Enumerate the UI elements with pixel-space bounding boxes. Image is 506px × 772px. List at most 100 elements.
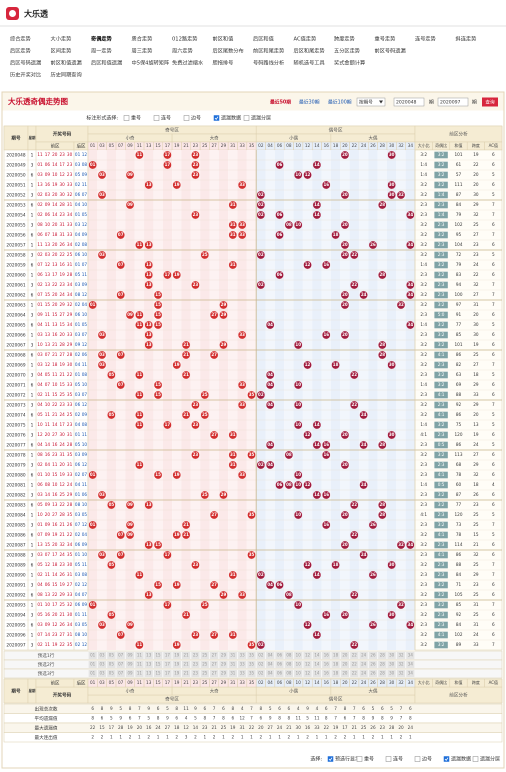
preselect-number[interactable]: 07 [118, 653, 124, 658]
preselect-cell[interactable] [219, 661, 228, 668]
preselect-number[interactable]: 22 [352, 653, 358, 658]
period-select[interactable] [356, 97, 386, 107]
preselect-number[interactable]: 01 [90, 671, 96, 676]
preselect-number[interactable]: 10 [296, 671, 302, 676]
preselect-cell[interactable] [107, 652, 116, 659]
checkbox-label[interactable]: 连号 [393, 756, 403, 763]
preselect-cell[interactable] [406, 652, 415, 659]
preselect-cell[interactable] [182, 670, 191, 677]
preselect-cell[interactable] [368, 661, 378, 668]
checkbox-label[interactable]: 边号 [191, 115, 201, 122]
preselect-cell[interactable] [125, 652, 135, 659]
nav-link[interactable]: 后区和值遗漏 [91, 59, 122, 67]
preselect-cell[interactable] [172, 652, 181, 659]
preselect-cell[interactable] [275, 661, 284, 668]
preselect-number[interactable]: 31 [230, 662, 236, 667]
preselect-number[interactable]: 08 [286, 662, 292, 667]
preselect-cell[interactable] [144, 670, 153, 677]
preselect-number[interactable]: 18 [333, 671, 339, 676]
preselect-cell[interactable] [154, 652, 163, 659]
preselect-cell[interactable] [387, 652, 396, 659]
checkbox[interactable] [414, 756, 421, 762]
nav-link[interactable]: AC值走势 [294, 35, 317, 43]
preselect-number[interactable]: 24 [361, 671, 367, 676]
nav-link[interactable]: 奇偶走势 [91, 35, 113, 43]
preselect-number[interactable]: 25 [202, 653, 208, 658]
preselect-cell[interactable] [275, 652, 284, 659]
preselect-number[interactable]: 02 [258, 662, 264, 667]
preselect-number[interactable]: 16 [324, 653, 330, 658]
nav-link[interactable]: 奖式金额计算 [334, 59, 365, 67]
preselect-cell[interactable] [294, 652, 303, 659]
preselect-cell[interactable] [210, 661, 219, 668]
preselect-cell[interactable] [368, 652, 378, 659]
preselect-number[interactable]: 20 [342, 653, 348, 658]
preselect-number[interactable]: 19 [174, 653, 180, 658]
preselect-cell[interactable] [219, 670, 228, 677]
preselect-cell[interactable] [125, 661, 135, 668]
preselect-cell[interactable] [396, 652, 406, 659]
checkbox[interactable] [243, 115, 250, 121]
preselect-number[interactable]: 11 [137, 662, 143, 667]
preselect-cell[interactable] [350, 661, 359, 668]
to-input[interactable] [437, 97, 469, 107]
preselect-cell[interactable] [135, 652, 144, 659]
preselect-number[interactable]: 06 [277, 671, 283, 676]
preselect-number[interactable]: 33 [240, 653, 246, 658]
preselect-number[interactable]: 28 [380, 671, 386, 676]
preselect-cell[interactable] [125, 670, 135, 677]
preselect-cell[interactable] [331, 661, 340, 668]
preselect-cell[interactable] [238, 670, 247, 677]
preselect-number[interactable]: 28 [380, 662, 386, 667]
preselect-number[interactable]: 19 [174, 671, 180, 676]
checkbox[interactable] [153, 115, 160, 121]
preselect-number[interactable]: 15 [156, 671, 162, 676]
nav-link[interactable]: 跨度走势 [334, 35, 355, 43]
checkbox-label[interactable]: 遗漏数据 [451, 756, 471, 763]
preselect-number[interactable]: 22 [352, 662, 358, 667]
preselect-cell[interactable] [182, 652, 191, 659]
preselect-cell[interactable] [228, 661, 237, 668]
preselect-number[interactable]: 12 [305, 653, 311, 658]
preselect-cell[interactable] [312, 670, 321, 677]
from-input-text[interactable]: 2020048 [396, 100, 417, 106]
preselect-number[interactable]: 34 [408, 653, 414, 658]
preselect-number[interactable]: 03 [99, 662, 105, 667]
preselect-number[interactable]: 14 [314, 662, 320, 667]
preselect-number[interactable]: 18 [333, 653, 339, 658]
preselect-number[interactable]: 29 [221, 662, 227, 667]
preselect-cell[interactable] [172, 670, 181, 677]
nav-link[interactable]: 中5保4旋转矩阵 [132, 59, 170, 67]
preselect-cell[interactable] [256, 661, 265, 668]
nav-link[interactable]: 历史开奖对比 [10, 71, 41, 79]
preselect-cell[interactable] [387, 661, 396, 668]
preselect-cell[interactable] [340, 652, 349, 659]
preselect-number[interactable]: 21 [184, 653, 190, 658]
checkbox[interactable] [123, 115, 130, 121]
preselect-number[interactable]: 21 [184, 671, 190, 676]
preselect-cell[interactable] [210, 670, 219, 677]
preselect-number[interactable]: 08 [286, 671, 292, 676]
preselect-number[interactable]: 27 [212, 662, 218, 667]
preselect-cell[interactable] [88, 670, 97, 677]
preselect-number[interactable]: 05 [109, 653, 115, 658]
preselect-cell[interactable] [200, 652, 209, 659]
preselect-cell[interactable] [303, 670, 312, 677]
preselect-number[interactable]: 11 [137, 653, 143, 658]
preselect-cell[interactable] [294, 670, 303, 677]
preselect-cell[interactable] [340, 670, 349, 677]
preselect-number[interactable]: 02 [258, 653, 264, 658]
nav-link[interactable]: 后区走势 [10, 47, 31, 55]
checkbox-label[interactable]: 重号 [364, 756, 374, 763]
preselect-cell[interactable] [135, 670, 144, 677]
preselect-cell[interactable] [238, 661, 247, 668]
preselect-number[interactable]: 13 [146, 653, 152, 658]
checkbox-label[interactable]: 重号 [131, 115, 141, 122]
preselect-number[interactable]: 17 [165, 662, 171, 667]
nav-link[interactable]: 前区和值 [213, 35, 234, 43]
preselect-cell[interactable] [191, 670, 200, 677]
preselect-number[interactable]: 17 [165, 653, 171, 658]
nav-link[interactable]: 综合走势 [10, 35, 31, 43]
preselect-number[interactable]: 01 [90, 662, 96, 667]
preselect-number[interactable]: 16 [324, 671, 330, 676]
